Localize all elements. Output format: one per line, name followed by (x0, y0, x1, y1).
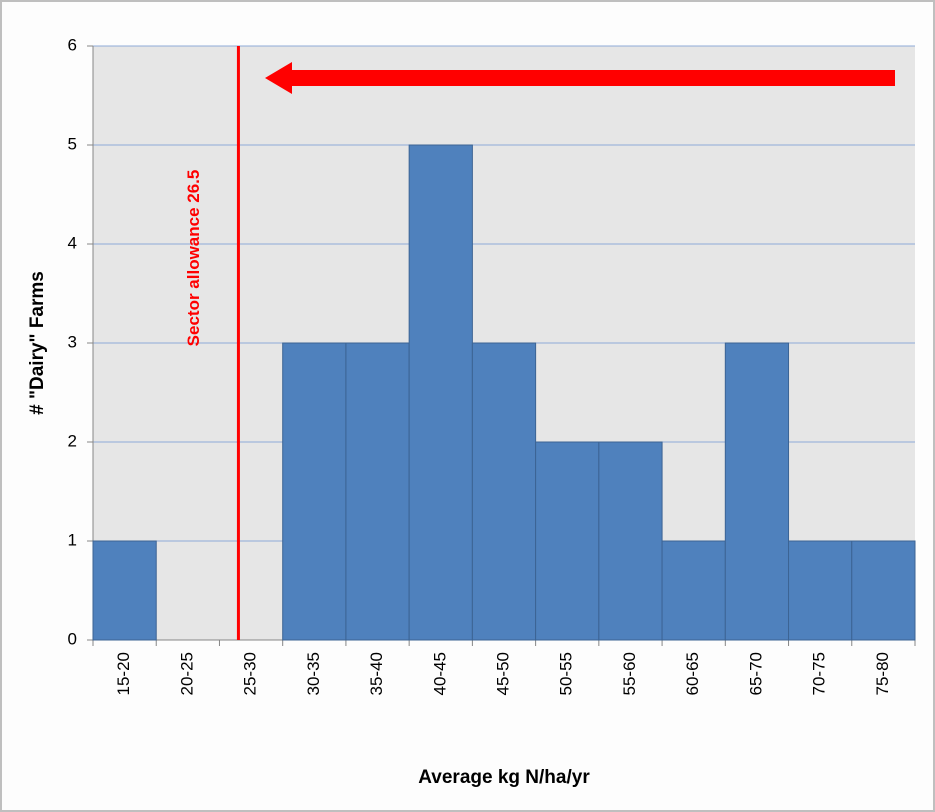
x-tick-label: 20-25 (177, 652, 196, 695)
x-tick-label: 50-55 (557, 652, 576, 695)
y-tick-label: 0 (68, 629, 77, 648)
bar (724, 342, 790, 641)
x-tick-label: 30-35 (304, 652, 323, 695)
x-tick-label: 40-45 (430, 652, 449, 695)
y-axis-title: # "Dairy" Farms (27, 271, 48, 415)
y-tick-label: 5 (68, 134, 77, 153)
x-tick-label: 70-75 (810, 652, 829, 695)
y-tick-label: 1 (68, 530, 77, 549)
x-tick-label: 75-80 (873, 652, 892, 695)
x-tick-label: 35-40 (367, 652, 386, 695)
y-tick-label: 6 (68, 35, 77, 54)
x-tick-label: 15-20 (114, 652, 133, 695)
x-tick-label: 60-65 (683, 652, 702, 695)
bar (788, 540, 853, 641)
x-tick-label: 25-30 (241, 652, 260, 695)
arrow-head (265, 62, 292, 94)
y-tick-label: 4 (68, 233, 77, 252)
bar (851, 540, 916, 641)
reference-label: Sector allowance 26.5 (184, 170, 203, 347)
bar (345, 342, 410, 641)
x-tick-label: 55-60 (620, 652, 639, 695)
bar (471, 342, 537, 641)
y-tick-label: 2 (68, 431, 77, 450)
bar (535, 441, 600, 641)
bar (598, 441, 663, 641)
bar (92, 540, 157, 641)
y-tick-label: 3 (68, 332, 77, 351)
bar (282, 342, 347, 641)
bar (408, 144, 473, 641)
bar (661, 540, 726, 641)
x-axis-title: Average kg N/ha/yr (418, 767, 590, 788)
marks (92, 144, 916, 641)
x-tick-label: 65-70 (746, 652, 765, 695)
x-tick-label: 45-50 (493, 652, 512, 695)
